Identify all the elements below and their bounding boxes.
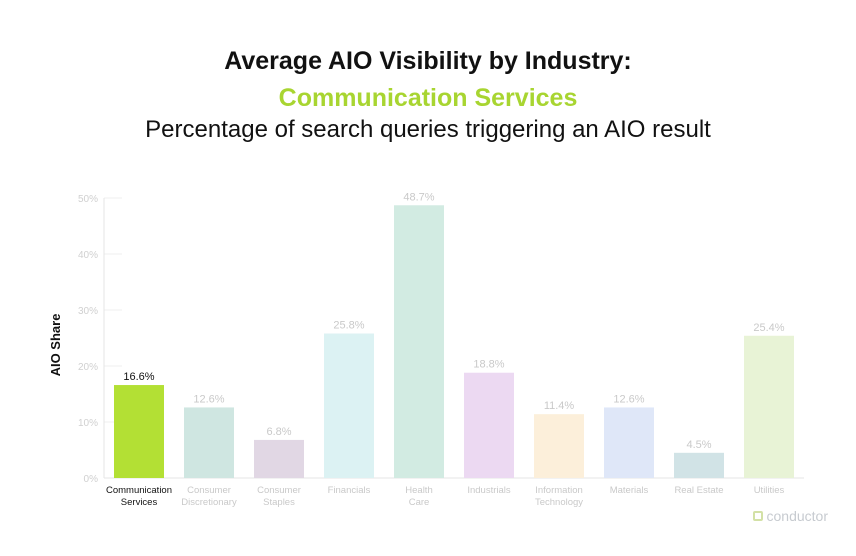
bar — [254, 439, 304, 478]
chart-subtitle: Communication Services — [278, 84, 578, 112]
bar — [604, 407, 654, 478]
bar — [464, 372, 514, 478]
chart-title: Average AIO Visibility by Industry: — [224, 47, 632, 75]
data-label: 12.6% — [193, 393, 224, 405]
x-tick-label: Consumer — [187, 485, 231, 496]
data-label: 48.7% — [403, 191, 434, 203]
y-tick-label: 0% — [84, 474, 99, 485]
data-label: 6.8% — [266, 426, 291, 438]
x-tick-label: Staples — [263, 497, 295, 508]
x-tick-label: Financials — [328, 485, 371, 496]
bar — [114, 385, 164, 478]
x-tick-label: Materials — [610, 485, 649, 496]
conductor-logo-icon — [752, 511, 763, 521]
chart-description: Percentage of search queries triggering … — [145, 116, 711, 143]
x-tick-label: Communication — [106, 485, 172, 496]
data-label: 25.4% — [753, 322, 784, 334]
data-label: 18.8% — [473, 359, 504, 371]
brand-name: conductor — [766, 508, 828, 524]
bar — [534, 414, 584, 478]
x-tick-label: Real Estate — [674, 485, 723, 496]
x-tick-label: Care — [409, 497, 430, 508]
x-tick-label: Utilities — [754, 485, 785, 496]
y-tick-label: 30% — [78, 306, 98, 317]
bar — [324, 333, 374, 478]
x-tick-label: Services — [121, 497, 158, 508]
data-label: 4.5% — [686, 439, 711, 451]
y-axis-label: AIO Share — [48, 314, 63, 377]
y-tick-label: 50% — [78, 194, 98, 205]
data-label: 11.4% — [544, 400, 575, 412]
bar — [674, 452, 724, 478]
brand-logo: conductor — [752, 508, 828, 524]
x-tick-label: Information — [535, 485, 583, 496]
data-label: 16.6% — [123, 371, 154, 383]
bar — [184, 407, 234, 478]
data-label: 25.8% — [333, 320, 364, 332]
x-tick-label: Consumer — [257, 485, 301, 496]
x-tick-label: Discretionary — [181, 497, 237, 508]
y-tick-label: 10% — [78, 418, 98, 429]
x-tick-label: Industrials — [467, 485, 511, 496]
bar — [394, 205, 444, 478]
y-tick-label: 40% — [78, 250, 98, 261]
x-tick-label: Health — [405, 485, 432, 496]
data-label: 12.6% — [613, 393, 644, 405]
y-tick-label: 20% — [78, 362, 98, 373]
bar — [744, 335, 794, 478]
x-tick-label: Technology — [535, 497, 583, 508]
